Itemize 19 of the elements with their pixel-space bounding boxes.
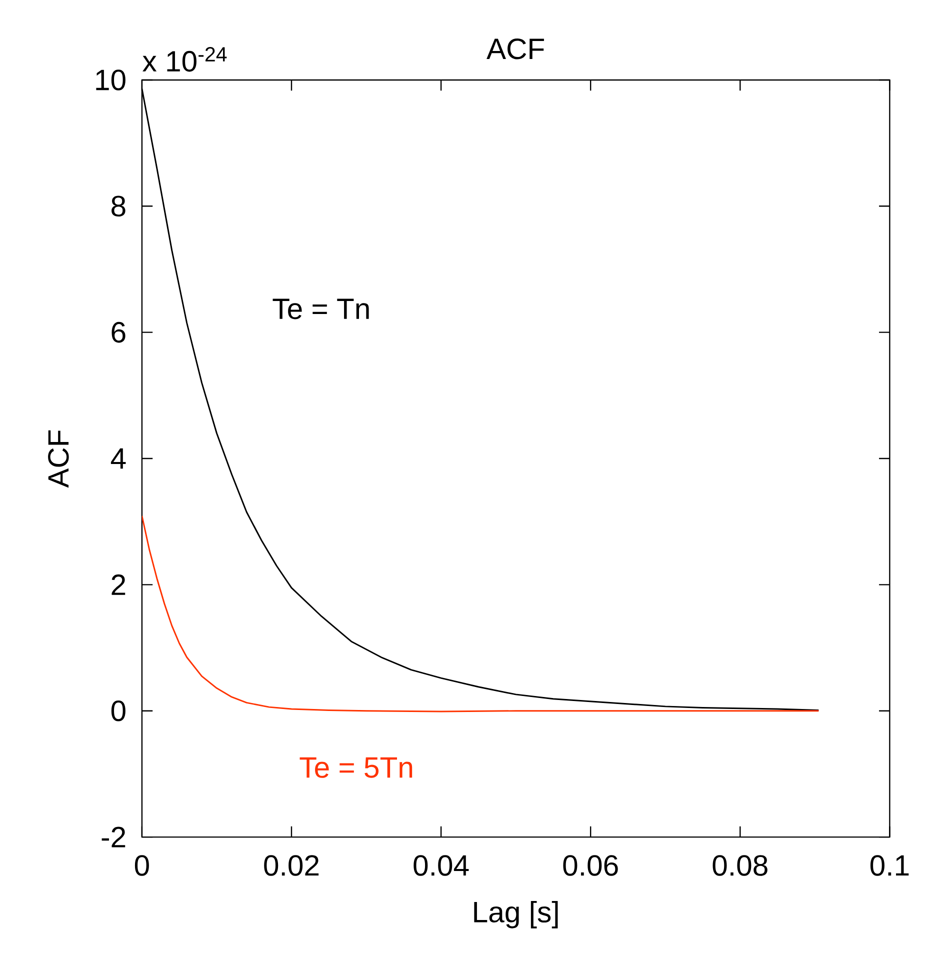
x-tick-label: 0	[134, 855, 149, 876]
y-tick-label: -2	[102, 826, 125, 848]
x-tick-label: 0.08	[712, 855, 768, 876]
text: Te = Tn	[272, 298, 369, 320]
y-tick-label: 10	[96, 70, 126, 90]
y-tick-label: 4	[110, 448, 126, 469]
x-tick-label: 0.02	[264, 855, 318, 876]
y-tick-label: 2	[112, 574, 125, 595]
x-tick-label: 0.1	[870, 855, 908, 876]
y-tick-label: 8	[111, 196, 126, 217]
y-axis-title: ACF	[48, 430, 69, 488]
y-tick-label: 0	[111, 700, 126, 722]
series-label: Te = 5Tn	[300, 757, 412, 778]
y-tick-label: 6	[112, 322, 126, 343]
x-tick-label: 0.04	[414, 855, 469, 876]
x-axis-title: Lag [s]	[474, 900, 558, 928]
text: x 10$^{-24}$	[142, 47, 227, 72]
chart-title: ACF	[486, 38, 544, 60]
x-tick-label: 0.06	[563, 855, 618, 876]
